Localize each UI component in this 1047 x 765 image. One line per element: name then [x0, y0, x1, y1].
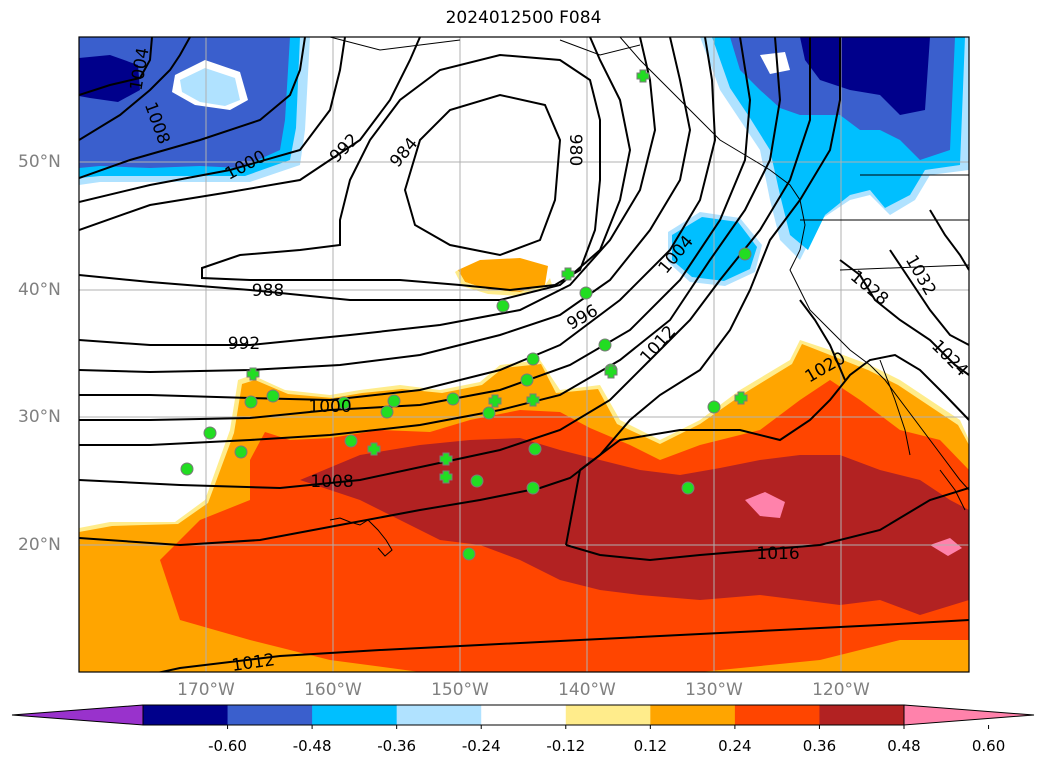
colorbar-tick-label: -0.36	[377, 737, 417, 755]
colorbar-tick-label: 0.12	[633, 737, 668, 755]
colorbar-tick-label: 0.48	[887, 737, 921, 755]
contour-label: 1012	[230, 650, 276, 676]
contour-label: 992	[228, 334, 260, 354]
colorbar-cell	[481, 705, 567, 725]
lat-label-20n: 20°N	[18, 535, 61, 555]
colorbar-cell	[819, 705, 905, 725]
lat-label-50n: 50°N	[18, 152, 61, 172]
anomaly-orange-patch	[458, 258, 548, 292]
colorbar-extend-high	[903, 704, 1035, 726]
colorbar-tick-label: -0.12	[546, 737, 586, 755]
colorbar-extend-low	[11, 704, 144, 726]
lon-label-120w: 120°W	[812, 680, 870, 700]
contour-label: 1008	[310, 472, 353, 492]
anomaly-dark-red	[300, 438, 969, 615]
contour-label: 988	[252, 281, 284, 301]
anomaly-pink-2	[930, 538, 962, 556]
lon-label-130w: 130°W	[685, 680, 743, 700]
colorbar-cell	[650, 705, 736, 725]
colorbar-tick-label: 0.36	[802, 737, 837, 755]
colorbar-cell	[227, 705, 313, 725]
colorbar-tick-label: -0.24	[461, 737, 501, 755]
colorbar-tick-label: 0.24	[718, 737, 752, 755]
lat-label-40n: 40°N	[18, 280, 61, 300]
map-title: 2024012500 F084	[445, 8, 602, 28]
lon-label-140w: 140°W	[558, 680, 616, 700]
colorbar	[11, 704, 1035, 729]
anomaly-pink-1	[745, 492, 785, 518]
contour-label: 1000	[308, 397, 351, 417]
lon-label-150w: 150°W	[431, 680, 489, 700]
lat-label-30n: 30°N	[18, 407, 61, 427]
colorbar-tick-label: -0.48	[292, 737, 332, 755]
lon-label-160w: 160°W	[304, 680, 362, 700]
colorbar-cell	[312, 705, 398, 725]
colorbar-cell	[565, 705, 651, 725]
lon-label-170w: 170°W	[177, 680, 235, 700]
colorbar-tick-label: 0.60	[971, 737, 1006, 755]
colorbar-cell	[143, 705, 229, 725]
anomaly-navy-ne	[800, 37, 930, 115]
map-plot: 1004 1008 1000 992 984 980 988 992 996 1…	[78, 36, 970, 676]
contour-label: 980	[565, 134, 585, 166]
colorbar-tick-label: -0.60	[208, 737, 247, 755]
contour-label: 1016	[756, 544, 799, 564]
colorbar-cell	[734, 705, 820, 725]
colorbar-cell	[396, 705, 482, 725]
